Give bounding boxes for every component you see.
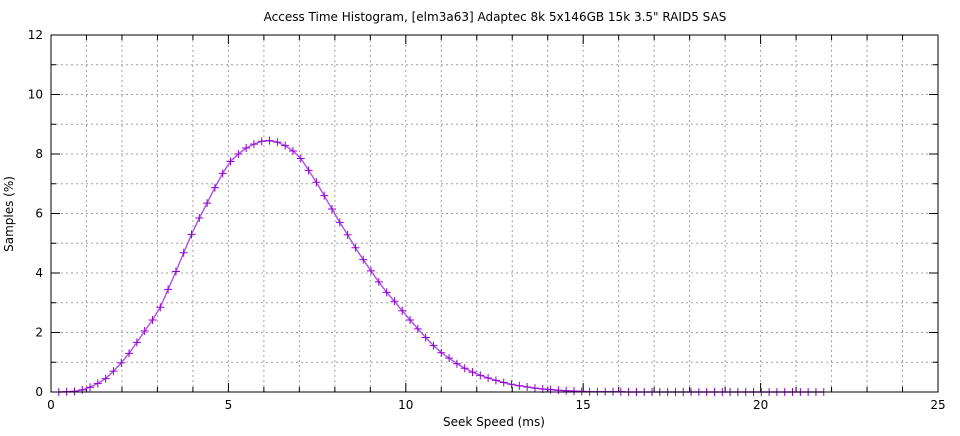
y-axis-label: Samples (%) bbox=[2, 176, 16, 252]
x-tick-label: 15 bbox=[576, 398, 591, 412]
data-point bbox=[413, 324, 422, 333]
data-point bbox=[398, 306, 407, 315]
data-point bbox=[203, 199, 212, 208]
data-point bbox=[179, 248, 188, 257]
x-tick-label: 20 bbox=[753, 398, 768, 412]
data-point bbox=[421, 333, 430, 342]
data-point bbox=[304, 166, 313, 175]
chart-title: Access Time Histogram, [elm3a63] Adaptec… bbox=[264, 10, 727, 24]
data-point bbox=[577, 387, 586, 396]
data-point bbox=[312, 178, 321, 187]
data-point bbox=[476, 371, 485, 380]
x-tick-label: 5 bbox=[225, 398, 233, 412]
data-point bbox=[86, 383, 95, 392]
grid bbox=[51, 35, 938, 392]
data-point bbox=[335, 218, 344, 227]
data-point bbox=[226, 157, 235, 166]
y-tick-label: 6 bbox=[35, 207, 43, 221]
data-point bbox=[382, 288, 391, 297]
data-point bbox=[109, 367, 118, 376]
data-point bbox=[132, 338, 141, 347]
data-point bbox=[156, 303, 165, 312]
data-point bbox=[523, 382, 532, 391]
data-point bbox=[78, 385, 87, 394]
data-point bbox=[406, 316, 415, 325]
data-point bbox=[515, 381, 524, 390]
data-point bbox=[351, 243, 360, 252]
x-axis-label: Seek Speed (ms) bbox=[443, 415, 545, 429]
data-point bbox=[249, 140, 258, 149]
data-point bbox=[125, 349, 134, 358]
data-point bbox=[569, 387, 578, 396]
data-point bbox=[187, 230, 196, 239]
data-point bbox=[484, 374, 493, 383]
data-point bbox=[234, 150, 243, 158]
data-point bbox=[148, 316, 157, 325]
data-point bbox=[164, 285, 173, 294]
data-point bbox=[554, 386, 563, 395]
data-point bbox=[374, 277, 383, 286]
y-tick-label: 10 bbox=[28, 88, 43, 102]
data-point bbox=[117, 358, 126, 367]
y-tick-label: 12 bbox=[28, 28, 43, 42]
data-point bbox=[460, 364, 469, 373]
data-point bbox=[499, 378, 508, 387]
data-point bbox=[437, 348, 446, 357]
data-point bbox=[429, 341, 438, 350]
data-point bbox=[171, 267, 180, 276]
y-tick-label: 4 bbox=[35, 266, 43, 280]
data-point bbox=[242, 144, 251, 153]
data-point bbox=[218, 169, 227, 178]
x-tick-label: 0 bbox=[47, 398, 55, 412]
data-point bbox=[359, 255, 368, 264]
data-point bbox=[195, 213, 204, 222]
data-point bbox=[343, 230, 352, 239]
data-point bbox=[507, 380, 516, 389]
data-point bbox=[562, 386, 571, 395]
y-tick-label: 0 bbox=[35, 385, 43, 399]
data-point bbox=[491, 376, 500, 385]
plot-border bbox=[50, 34, 939, 393]
data-point bbox=[273, 138, 282, 147]
x-tick-label: 10 bbox=[398, 398, 413, 412]
data-point bbox=[320, 191, 329, 200]
data-point bbox=[468, 368, 477, 377]
y-tick-label: 2 bbox=[35, 326, 43, 340]
data-point bbox=[328, 205, 337, 214]
data-point bbox=[288, 147, 297, 156]
y-tick-label: 8 bbox=[35, 147, 43, 161]
data-point bbox=[93, 379, 102, 388]
data-point bbox=[101, 374, 110, 383]
data-point bbox=[281, 141, 290, 150]
x-tick-label: 25 bbox=[930, 398, 945, 412]
data-point bbox=[296, 154, 305, 163]
data-point bbox=[452, 359, 461, 368]
data-point bbox=[445, 354, 454, 363]
data-point bbox=[257, 137, 266, 146]
data-point bbox=[367, 266, 376, 275]
data-point bbox=[530, 384, 539, 393]
axis-ticks: 0 5 10 15 20 25 0 2 4 6 8 10 12 bbox=[28, 28, 946, 412]
data-point bbox=[210, 183, 219, 192]
data-point bbox=[140, 327, 149, 336]
data-point bbox=[390, 297, 399, 306]
data-point bbox=[265, 136, 274, 145]
data-point bbox=[70, 387, 79, 396]
